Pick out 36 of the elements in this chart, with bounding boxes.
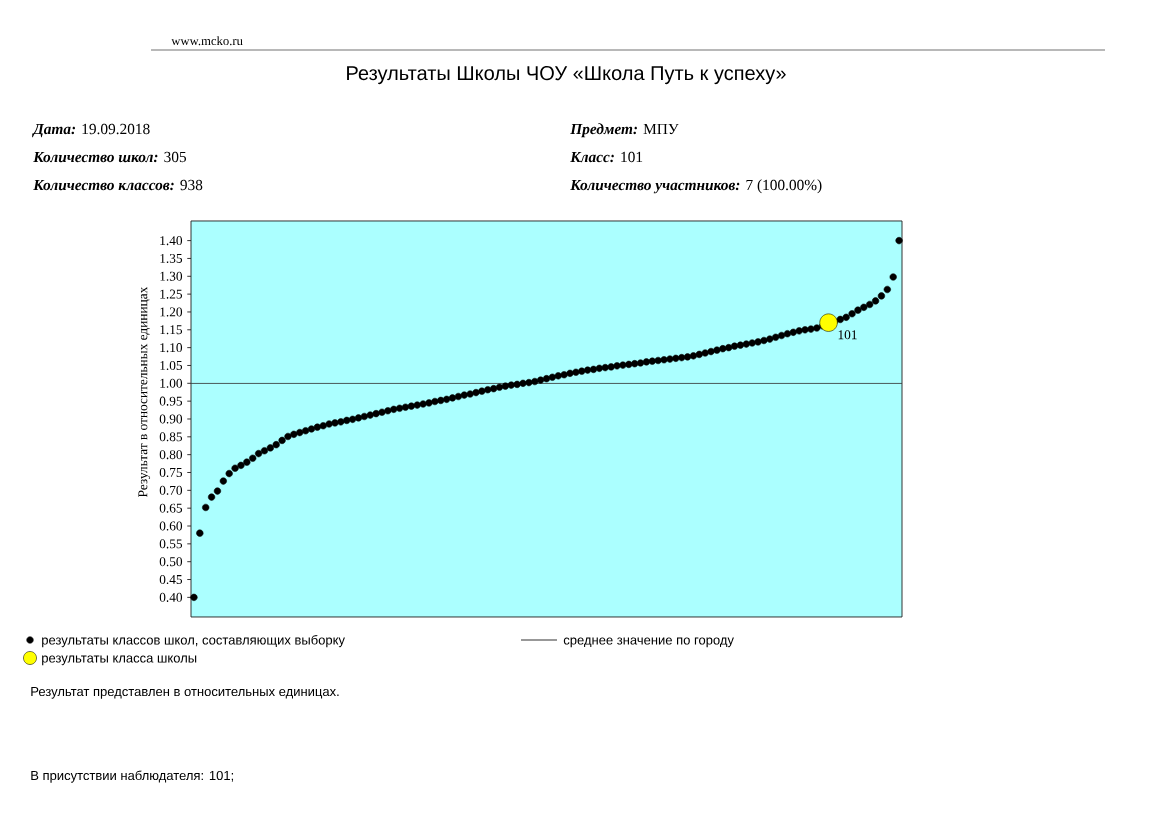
y-tick-label: 0.70 — [159, 485, 183, 495]
y-tick-label: 0.80 — [159, 450, 183, 460]
y-tick-label: 1.20 — [160, 307, 183, 317]
y-tick-label: 1.25 — [160, 289, 183, 299]
text: Дата: 19.09.2018 — [32, 123, 150, 138]
y-tick-label: 0.75 — [159, 467, 183, 478]
y-tick-label: 0.45 — [159, 575, 183, 585]
text: Количество классов: 938 — [33, 179, 203, 191]
y-tick-label: 1.15 — [160, 325, 183, 335]
y-tick-label: 1.40 — [160, 236, 183, 246]
y-tick-label: 0.60 — [159, 521, 183, 531]
text: Класс: 101 — [570, 151, 643, 163]
y-tick-label: 1.30 — [160, 271, 183, 281]
y-tick-label: 0.50 — [159, 557, 183, 567]
legend-label: среднее значение по городу — [563, 637, 734, 648]
text: www.mcko.ru — [171, 36, 243, 46]
legend-label: результаты классов школ, составляющих выборку — [42, 634, 345, 648]
text: Количество участников: 7 (100.00%) — [570, 179, 822, 194]
text: Предмет: МПУ — [570, 123, 679, 138]
y-tick-label: 1.35 — [160, 253, 183, 263]
y-tick-label: 0.65 — [159, 503, 183, 513]
y-tick-label: 1.05 — [160, 360, 183, 370]
y-tick-label: 0.95 — [159, 396, 183, 406]
annotation: 101 — [838, 330, 857, 340]
text: В присутствии наблюдателя: 101; — [31, 770, 234, 783]
legend-label: результаты класса школы — [42, 655, 197, 666]
y-tick-label: 0.85 — [159, 432, 183, 442]
chart-title: Результаты Школы ЧОУ «Школа Путь к успеху» — [347, 66, 786, 85]
y-tick-label: 0.55 — [159, 539, 183, 549]
y-axis-title: Результат в относительных единицах — [138, 286, 151, 498]
y-tick-label: 1.00 — [160, 378, 183, 388]
text: Количество школ: 305 — [33, 151, 187, 163]
y-tick-label: 1.10 — [160, 343, 183, 353]
y-tick-label: 0.40 — [159, 592, 183, 602]
text: Результат представлен в относительных единицах. — [31, 687, 339, 699]
y-tick-label: 0.90 — [159, 414, 183, 424]
